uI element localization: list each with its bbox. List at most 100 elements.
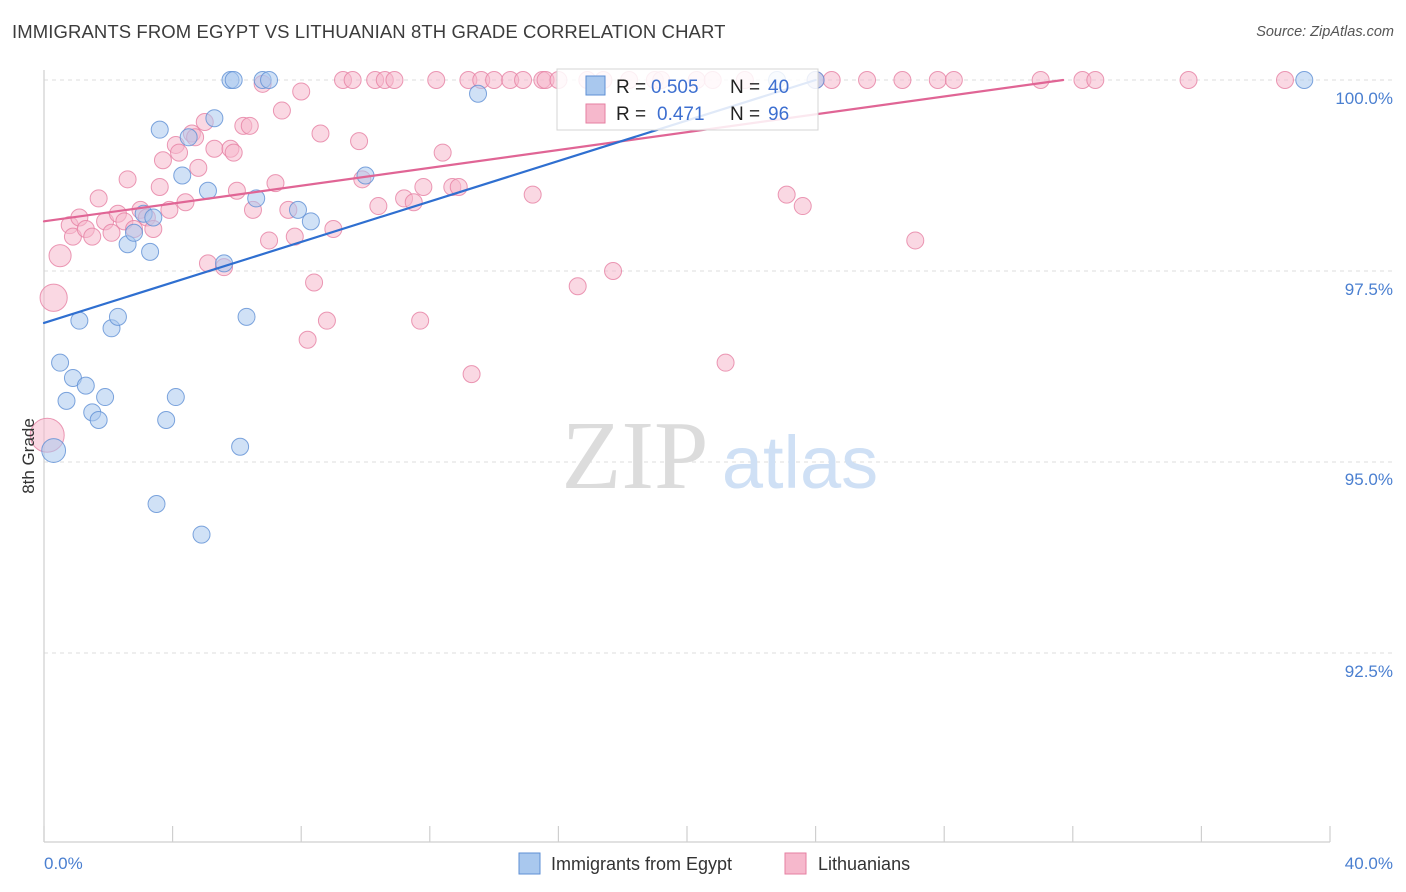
lithuanian-point [298, 330, 317, 349]
lithuanian-point [858, 71, 877, 89]
lithuanian-point [411, 311, 430, 330]
lithuanian-point [1086, 71, 1105, 89]
lithuanian-point [227, 181, 246, 200]
lithuanian-point [928, 71, 947, 89]
egypt-point [237, 307, 256, 326]
lithuanian-point [343, 71, 362, 89]
lithuanian-point [83, 227, 102, 246]
bottom-legend: Immigrants from Egypt Lithuanians [518, 852, 910, 875]
egypt-point [125, 223, 144, 242]
lithuanian-point [1275, 71, 1294, 89]
egypt-point [150, 120, 169, 139]
egypt-point [89, 410, 108, 429]
lithuanian-point [404, 193, 423, 212]
stats-r-label: R = [616, 77, 646, 98]
stats-n-value-egypt: 40 [768, 77, 789, 98]
egypt-point [108, 307, 127, 326]
lithuanian-point [485, 71, 504, 89]
lithuanian-point [514, 71, 533, 89]
egypt-point [147, 495, 166, 514]
egypt-point [179, 128, 198, 147]
y-tick-label: 92.5% [1345, 662, 1393, 681]
lithuanian-point [414, 177, 433, 196]
lithuanian-point [240, 116, 259, 135]
watermark-atlas: atlas [722, 421, 878, 504]
y-axis-label: 8th Grade [19, 418, 38, 494]
egypt-point [173, 166, 192, 185]
egypt-point [141, 242, 160, 261]
egypt-point [1295, 71, 1314, 89]
lithuanian-point [822, 71, 841, 89]
lithuanian-point [102, 223, 121, 242]
stats-n-label: N = [730, 77, 760, 98]
lithuanian-point [906, 231, 925, 250]
egypt-point [57, 391, 76, 410]
lithuanian-point [716, 353, 735, 372]
egypt-point [41, 438, 67, 463]
egypt-point [51, 353, 70, 372]
lithuanian-point [305, 273, 324, 292]
y-tick-label: 97.5% [1345, 280, 1393, 299]
egypt-point [469, 84, 488, 103]
egypt-point [192, 525, 211, 544]
trend-lines [42, 78, 1065, 325]
egypt-point [224, 71, 243, 89]
lithuanian-point [433, 143, 452, 162]
x-tick-label-min: 0.0% [44, 854, 83, 873]
lithuanian-point [48, 244, 72, 268]
lithuanian-point [350, 132, 369, 151]
lithuanian-point [1179, 71, 1198, 89]
stats-legend: R = 0.505 N = 40 R = 0.471 N = 96 [556, 68, 819, 131]
lithuanian-point [292, 82, 311, 101]
lithuanian-point [462, 365, 481, 384]
lithuanian-point [1031, 71, 1050, 89]
legend-swatch-egypt [518, 852, 541, 875]
legend-label-lithuanians: Lithuanians [818, 854, 910, 874]
egypt-point [144, 208, 163, 227]
stats-r-value-lithuanians: 0.471 [657, 104, 705, 125]
lithuanian-point [224, 143, 243, 162]
lithuanian-point [793, 197, 812, 216]
lithuanian-trend-line [42, 78, 1065, 223]
lithuanian-point [568, 277, 587, 296]
egypt-point [288, 200, 307, 219]
lithuanian-point [523, 185, 542, 204]
lithuanian-point [777, 185, 796, 204]
lithuanian-point [89, 189, 108, 208]
lithuanian-point [150, 177, 169, 196]
watermark-zip: ZIP [562, 402, 709, 510]
x-tick-label-max: 40.0% [1345, 854, 1393, 873]
lithuanian-point [189, 158, 208, 177]
lithuanian-point [385, 71, 404, 89]
lithuanian-point [205, 139, 224, 158]
lithuanian-point [893, 71, 912, 89]
y-tick-label: 100.0% [1335, 89, 1393, 108]
lithuanian-point [604, 262, 623, 280]
lithuanian-point [272, 101, 291, 120]
lithuanian-point [170, 143, 189, 162]
stats-swatch-egypt [585, 75, 606, 96]
y-tick-label: 95.0% [1345, 470, 1393, 489]
egypt-point [205, 109, 224, 128]
stats-n-label: N = [730, 104, 760, 125]
egypt-point [76, 376, 95, 395]
lithuanian-point [39, 283, 68, 312]
egypt-point [301, 212, 320, 231]
egypt-point [166, 388, 185, 407]
lithuanian-point [311, 124, 330, 143]
chart-title: IMMIGRANTS FROM EGYPT VS LITHUANIAN 8TH … [12, 21, 726, 42]
stats-swatch-lithuanians [585, 103, 606, 124]
lithuanian-point [317, 311, 336, 330]
legend-label-egypt: Immigrants from Egypt [551, 854, 732, 874]
legend-swatch-lithuanians [784, 852, 807, 875]
chart-source: Source: ZipAtlas.com [1256, 24, 1394, 40]
lithuanian-point [944, 71, 963, 89]
lithuanian-point [118, 170, 137, 189]
egypt-point [260, 71, 279, 89]
lithuanian-point [369, 197, 388, 216]
lithuanian-point [153, 151, 172, 170]
lithuanian-point [266, 174, 285, 193]
egypt-point [247, 189, 266, 208]
egypt-point [96, 388, 115, 407]
